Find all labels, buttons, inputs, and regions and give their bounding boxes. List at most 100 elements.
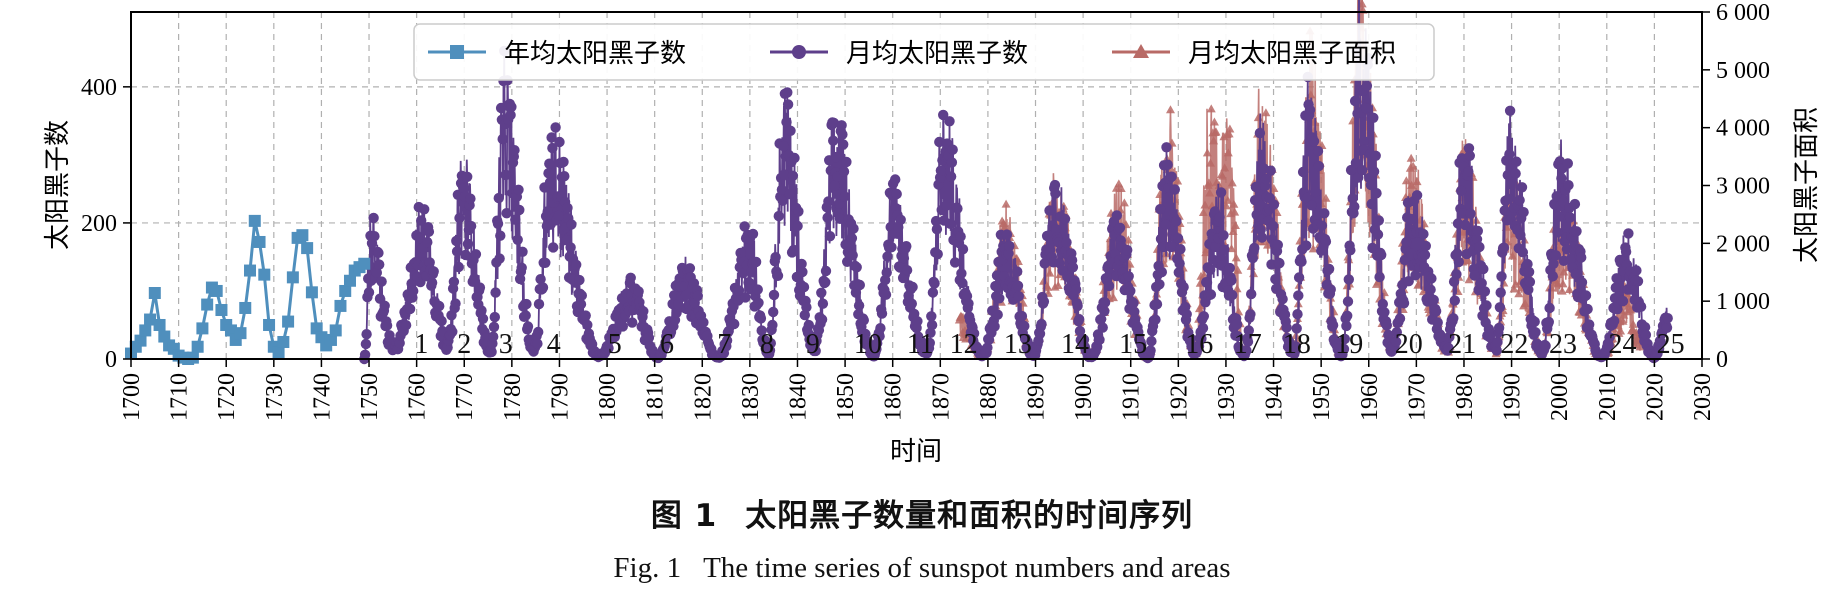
monthly-point (1162, 159, 1173, 170)
annual-point (201, 298, 214, 311)
monthly-point (992, 309, 1003, 320)
monthly-point (881, 267, 892, 278)
monthly-point (1125, 285, 1136, 297)
x-tick-label: 1970 (1404, 373, 1430, 421)
monthly-point (1067, 262, 1079, 273)
monthly-point (379, 300, 390, 311)
monthly-point (1580, 290, 1592, 301)
monthly-point (400, 320, 412, 331)
area-point (1225, 124, 1235, 133)
monthly-point (1265, 165, 1276, 176)
monthly-point (1145, 345, 1156, 356)
monthly-point (733, 285, 745, 296)
monthly-point (1469, 270, 1480, 281)
x-tick-label: 1760 (405, 373, 431, 421)
cycle-label: 14 (1061, 329, 1089, 360)
monthly-point (1268, 199, 1280, 210)
monthly-point (796, 258, 807, 270)
monthly-point (944, 116, 955, 127)
area-point (1199, 270, 1209, 279)
annual-point (234, 327, 247, 340)
monthly-point (1293, 290, 1304, 301)
area-point (1173, 176, 1183, 185)
area-point (1053, 281, 1063, 290)
y-right-axis-ticks: 0 1 000 2 000 3 000 4 000 5 000 6 000 (1702, 0, 1770, 373)
monthly-point (566, 219, 577, 230)
monthly-point (1406, 213, 1417, 225)
monthly-point (488, 331, 499, 342)
monthly-point (450, 298, 461, 309)
monthly-point (447, 326, 458, 337)
monthly-point (1260, 173, 1272, 185)
monthly-point (505, 109, 516, 121)
area-point (1232, 284, 1242, 293)
sunspot-chart: 1 2 3 4 5 6 7 8 9 10 11 12 13 14 15 16 17 18 19 20 21 22 23 24 2… (43, 0, 1822, 467)
x-tick-label: 1730 (262, 373, 288, 421)
monthly-point (1219, 244, 1230, 255)
monthly-point (882, 251, 893, 262)
monthly-point (414, 233, 425, 244)
monthly-point (756, 325, 767, 336)
monthly-point (1350, 157, 1362, 169)
monthly-point (1516, 182, 1528, 193)
legend-label-area: 月均太阳黑子面积 (1188, 39, 1396, 69)
monthly-point (1639, 322, 1651, 333)
annual-point (134, 334, 147, 347)
monthly-point (1456, 185, 1467, 197)
monthly-point (792, 220, 803, 232)
monthly-point (1196, 333, 1207, 344)
monthly-point (1114, 222, 1126, 233)
annual-point (296, 229, 309, 242)
monthly-point (1448, 313, 1459, 324)
monthly-point (1503, 193, 1514, 204)
monthly-point (1094, 334, 1105, 345)
monthly-point (1099, 306, 1110, 317)
monthly-point (957, 244, 969, 255)
area-point (1557, 286, 1567, 295)
monthly-point (737, 268, 749, 279)
area-point (1635, 342, 1645, 351)
y-left-axis-ticks: 0 200 400 (81, 75, 131, 373)
monthly-point (1365, 179, 1377, 191)
monthly-point (994, 293, 1005, 304)
y-right-tick-label: 2 000 (1716, 231, 1770, 257)
area-point (1202, 148, 1212, 157)
monthly-point (1496, 271, 1507, 282)
monthly-point (1323, 263, 1335, 275)
monthly-point (890, 174, 901, 185)
monthly-point (1122, 244, 1133, 256)
monthly-point (1150, 314, 1161, 325)
legend-label-monthly: 月均太阳黑子数 (846, 39, 1028, 69)
monthly-point (1383, 329, 1394, 341)
monthly-point (1327, 320, 1339, 331)
monthly-point (1215, 187, 1227, 198)
monthly-point (1012, 280, 1024, 291)
monthly-point (1463, 143, 1475, 154)
monthly-point (627, 317, 638, 328)
monthly-point (1051, 224, 1062, 235)
monthly-point (1301, 240, 1312, 251)
area-point (1412, 177, 1422, 186)
monthly-point (924, 337, 935, 349)
monthly-point (513, 184, 524, 195)
monthly-point (1293, 272, 1305, 283)
monthly-point (489, 311, 500, 323)
area-point (1108, 293, 1118, 302)
monthly-point (765, 338, 776, 349)
monthly-point (495, 102, 507, 114)
cycle-label: 24 (1609, 329, 1637, 360)
annual-point (301, 242, 314, 255)
monthly-point (574, 274, 585, 286)
y-left-tick-label: 200 (81, 211, 117, 237)
monthly-point (643, 332, 655, 343)
monthly-point (1325, 284, 1336, 295)
monthly-point (926, 319, 938, 331)
monthly-point (753, 297, 764, 308)
annual-point (324, 333, 337, 346)
monthly-point (1074, 314, 1085, 325)
area-point (1616, 326, 1626, 335)
area-point (1464, 275, 1474, 284)
monthly-point (955, 231, 966, 242)
area-point (1227, 178, 1237, 187)
monthly-point (546, 132, 557, 143)
